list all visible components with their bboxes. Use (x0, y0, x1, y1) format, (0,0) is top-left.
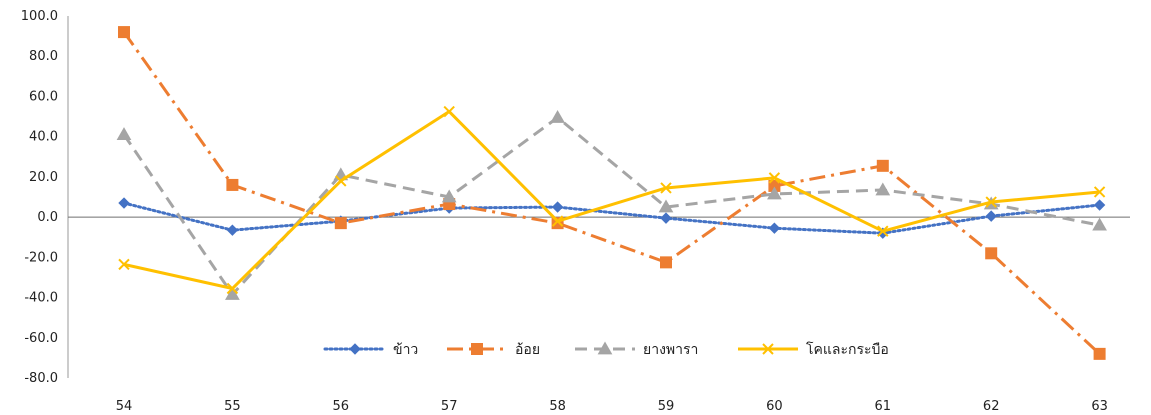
data-point-cattle (1093, 186, 1106, 198)
x-tick-label: 58 (549, 399, 566, 414)
legend-marker (349, 343, 361, 355)
x-tick-label: 59 (658, 399, 675, 414)
x-tick-label: 57 (441, 399, 458, 414)
x-tick-label: 54 (116, 399, 133, 414)
data-point-rubber (550, 110, 565, 123)
data-point-rubber (225, 287, 240, 300)
data-point-cattle (985, 196, 997, 208)
data-point-rubber (658, 199, 674, 213)
x-tick-label: 62 (983, 399, 1000, 414)
x-tick-label: 60 (766, 399, 783, 414)
series-group (116, 26, 1107, 360)
y-tick-label: 80.0 (29, 49, 58, 64)
legend-label: โคและกระบือ (806, 341, 889, 358)
y-tick-label: 0.0 (37, 210, 58, 225)
data-point-rubber (875, 182, 891, 196)
data-point-cattle (118, 258, 130, 271)
series-line-rice (122, 201, 1102, 235)
legend-item-sugarcane: อ้อย (447, 342, 540, 358)
legend-marker (762, 343, 774, 355)
series-line-cattle (123, 110, 1100, 291)
data-point-sugarcane (876, 159, 889, 172)
data-point-rice (660, 212, 672, 224)
y-tick-label: -20.0 (24, 250, 58, 265)
x-tick-label: 63 (1091, 399, 1108, 414)
data-point-cattle (877, 225, 889, 237)
legend-marker (471, 343, 483, 355)
y-tick-label: -60.0 (24, 331, 58, 346)
data-point-rice (1093, 199, 1106, 211)
data-point-cattle (443, 105, 455, 118)
data-point-sugarcane (660, 256, 672, 269)
data-point-rice (768, 222, 781, 234)
data-point-cattle (660, 182, 672, 194)
series-sugarcane (118, 26, 1106, 360)
data-point-sugarcane (1093, 347, 1106, 360)
data-point-sugarcane (551, 217, 564, 230)
legend-item-rice: ข้าว (323, 342, 418, 358)
series-cattle (118, 105, 1106, 295)
legend: ข้าว อ้อย ยางพารา โคและกระบือ (323, 341, 889, 358)
data-point-cattle (768, 172, 781, 184)
y-tick-label: 60.0 (29, 89, 58, 104)
data-point-sugarcane (118, 26, 130, 39)
data-point-rubber (767, 186, 782, 200)
legend-label: อ้อย (515, 342, 540, 358)
legend-item-cattle: โคและกระบือ (738, 341, 889, 358)
x-tick-label: 56 (333, 399, 350, 414)
data-point-sugarcane (334, 217, 347, 230)
legend-label: ยางพารา (643, 342, 698, 358)
data-point-rubber (1092, 217, 1107, 231)
data-point-cattle (335, 175, 347, 187)
data-point-sugarcane (226, 178, 239, 191)
data-point-rice (551, 201, 564, 213)
legend-marker (597, 341, 613, 355)
x-tick-label: 55 (224, 399, 241, 414)
y-tick-label: -80.0 (24, 371, 58, 386)
data-point-cattle (551, 215, 564, 227)
data-point-rice (226, 224, 239, 236)
y-tick-label: -40.0 (24, 291, 58, 306)
data-point-cattle (226, 282, 239, 295)
data-point-rubber (441, 189, 457, 203)
data-point-rice (985, 210, 997, 222)
y-tick-label: 100.0 (21, 9, 58, 24)
x-tick-label: 61 (875, 399, 892, 414)
y-tick-label: 40.0 (29, 130, 58, 145)
axes: 100.0 80.0 60.0 40.0 20.0 0.0 -20.0 -40.0 -60.0 -… (21, 9, 1130, 414)
legend-item-rubber: ยางพารา (575, 341, 698, 358)
series-line-sugarcane (122, 31, 1101, 355)
legend-label: ข้าว (393, 342, 418, 358)
data-point-sugarcane (985, 247, 998, 260)
data-point-rice (118, 197, 130, 209)
y-tick-label: 20.0 (29, 170, 58, 185)
data-point-rubber (116, 127, 132, 141)
